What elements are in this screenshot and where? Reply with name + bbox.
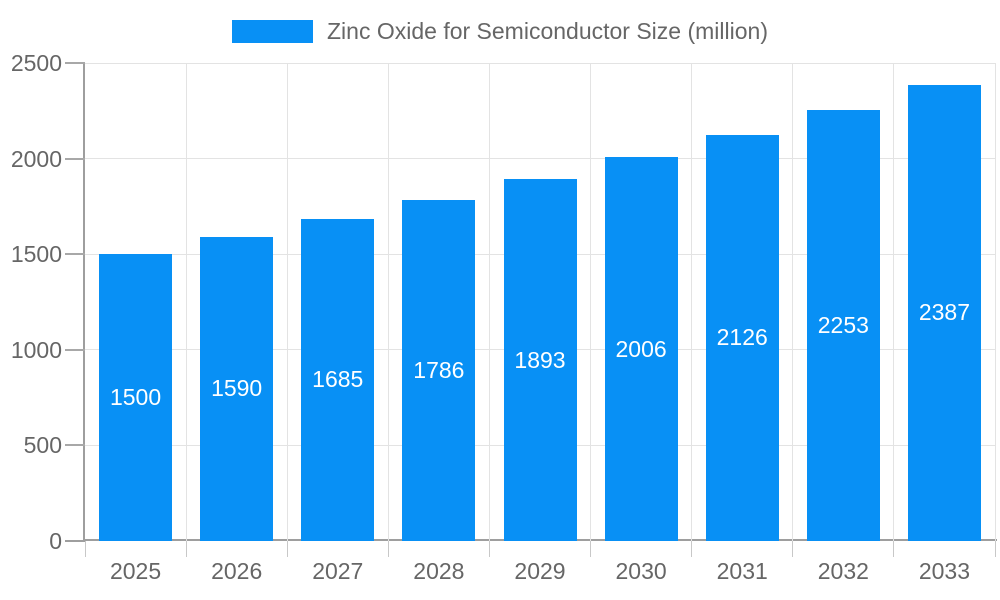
v-gridline (387, 63, 389, 541)
bar-value-label: 1893 (514, 346, 566, 373)
x-axis-tick (691, 541, 693, 557)
h-gridline (85, 158, 995, 160)
bar-2031: 2126 (705, 134, 779, 541)
y-axis-label: 500 (23, 432, 62, 459)
y-axis-line (83, 63, 85, 541)
y-axis-tick (65, 157, 85, 160)
bar-value-label: 2006 (615, 335, 667, 362)
x-axis-tick (387, 541, 389, 557)
y-axis-tick (65, 540, 85, 542)
x-axis-label: 2030 (615, 558, 667, 584)
x-axis-tick (590, 541, 592, 557)
bar-value-label: 1590 (211, 375, 263, 402)
v-gridline (893, 63, 895, 541)
x-axis-tick (792, 541, 794, 557)
x-axis-tick (286, 541, 288, 557)
x-axis-label: 2029 (514, 558, 566, 584)
bar-2025: 1500 (99, 254, 173, 541)
chart-legend: Zinc Oxide for Semiconductor Size (milli… (0, 17, 1000, 45)
bar-value-label: 2387 (918, 299, 971, 326)
h-gridline (85, 62, 995, 64)
x-axis-label: 2028 (413, 558, 465, 584)
x-axis-tick (893, 541, 895, 557)
legend-swatch (232, 19, 313, 43)
bar-2033: 2387 (907, 84, 981, 541)
x-axis-tick (994, 541, 996, 557)
y-axis-label: 1500 (10, 241, 62, 268)
y-axis-tick (65, 444, 85, 447)
bar-2030: 2006 (604, 157, 678, 541)
bar-2026: 1590 (200, 236, 274, 541)
bar-value-label: 1685 (312, 366, 364, 393)
plot-area: 0 500 1000 1500 2000 2500 1500 2025 1590 2026 1685… (11, 50, 997, 584)
legend-label: Zinc Oxide for Semiconductor Size (milli… (327, 17, 768, 44)
v-gridline (286, 63, 288, 541)
x-axis-label: 2026 (211, 558, 263, 584)
bar-value-label: 1786 (413, 356, 465, 383)
bar-value-label: 2126 (716, 324, 768, 351)
x-axis-label: 2027 (312, 558, 364, 584)
x-axis-label: 2033 (918, 558, 971, 584)
bar-value-label: 2253 (817, 312, 869, 339)
y-axis-tick (65, 253, 85, 256)
v-gridline (488, 63, 490, 541)
x-axis-tick (84, 541, 86, 557)
bar-2032: 2253 (806, 110, 880, 541)
y-axis-label: 2500 (10, 50, 62, 76)
v-gridline (590, 63, 592, 541)
bar-value-label: 1500 (109, 384, 162, 411)
y-axis-label: 2000 (10, 145, 62, 172)
v-gridline (691, 63, 693, 541)
x-axis-label: 2031 (716, 558, 768, 584)
y-axis-tick (65, 62, 85, 64)
bar-2029: 1893 (503, 179, 577, 541)
x-axis-tick (185, 541, 187, 557)
y-axis-label: 0 (49, 528, 62, 554)
v-gridline (792, 63, 794, 541)
x-axis-label: 2032 (817, 558, 869, 584)
bar-2028: 1786 (402, 199, 476, 541)
v-gridline (994, 63, 996, 541)
y-axis-tick (65, 348, 85, 351)
bar-2027: 1685 (301, 218, 375, 541)
v-gridline (185, 63, 187, 541)
x-axis-tick (488, 541, 490, 557)
x-axis-label: 2025 (109, 558, 162, 584)
y-axis-label: 1000 (10, 336, 62, 363)
